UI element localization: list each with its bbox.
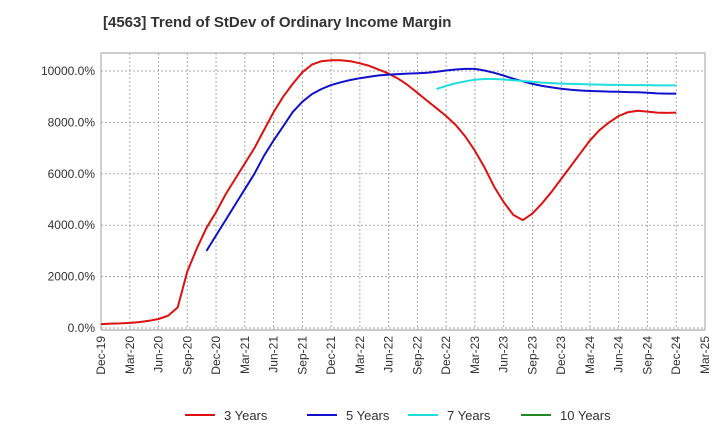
x-tick-label: Mar-23	[468, 336, 482, 374]
plot-area	[100, 52, 706, 331]
x-tick-label: Mar-24	[583, 336, 597, 374]
x-tick-label: Jun-20	[152, 336, 166, 373]
chart-title: [4563] Trend of StDev of Ordinary Income…	[103, 14, 452, 31]
y-tick-label: 6000.0%	[48, 167, 96, 181]
legend-label-3-years: 3 Years	[224, 408, 268, 423]
series-line-5-years	[205, 67, 677, 252]
x-tick-label: Dec-24	[669, 336, 683, 375]
x-tick-label: Dec-20	[209, 336, 223, 375]
legend-label-7-years: 7 Years	[447, 408, 491, 423]
legend-label-5-years: 5 Years	[346, 408, 390, 423]
x-tick-label: Dec-23	[554, 336, 568, 375]
series-layer	[100, 59, 677, 326]
x-tick-label: Jun-23	[497, 336, 511, 373]
x-tick-label: Jun-24	[612, 336, 626, 373]
y-tick-label: 4000.0%	[48, 218, 96, 232]
x-tick-label: Sep-20	[180, 336, 194, 375]
x-tick-label: Sep-22	[410, 336, 424, 375]
y-tick-label: 2000.0%	[48, 270, 96, 284]
legend-label-10-years: 10 Years	[560, 408, 611, 423]
x-tick-label: Sep-23	[525, 336, 539, 375]
series-line-7-years	[436, 78, 677, 90]
x-tick-label: Mar-20	[123, 336, 137, 374]
x-tick-label: Sep-24	[640, 336, 654, 375]
x-tick-label: Mar-21	[238, 336, 252, 374]
x-tick-label: Sep-21	[295, 336, 309, 375]
x-tick-label: Dec-22	[439, 336, 453, 375]
legend: 3 Years 5 Years 7 Years 10 Years	[185, 408, 611, 423]
y-tick-label: 8000.0%	[48, 115, 96, 129]
y-tick-label: 0.0%	[68, 321, 96, 335]
x-tick-label: Dec-21	[324, 336, 338, 375]
x-tick-label: Dec-19	[94, 336, 108, 375]
x-tick-label: Mar-22	[353, 336, 367, 374]
y-tick-label: 10000.0%	[41, 64, 95, 78]
x-tick-label: Mar-25	[698, 336, 712, 374]
x-tick-label: Jun-22	[382, 336, 396, 373]
x-tick-label: Jun-21	[267, 336, 281, 373]
grid-layer	[100, 53, 706, 330]
axis-layer: Dec-19 Mar-20 Jun-20 Sep-20 Dec-20 Mar-21 Jun-…	[41, 64, 712, 375]
